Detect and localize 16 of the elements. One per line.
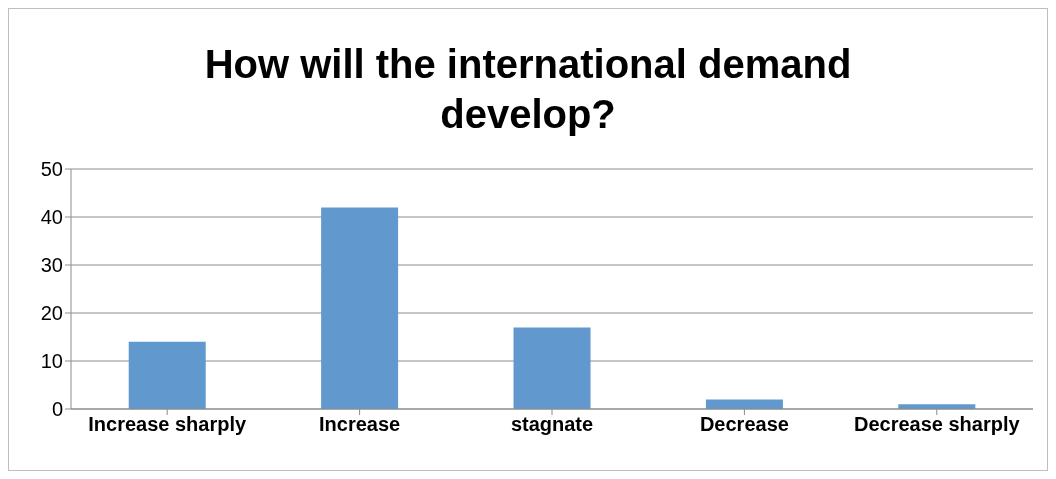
x-tick-label: Increase: [319, 413, 401, 436]
bar: [705, 399, 783, 409]
y-tick-label: 20: [40, 302, 63, 325]
x-tick-label: Decrease sharply: [853, 413, 1021, 436]
bar: [513, 327, 591, 409]
chart-title: How will the international demand develop?: [203, 41, 853, 138]
y-tick-label: 40: [40, 206, 63, 229]
y-tick-label: 50: [40, 158, 63, 181]
x-tick-label: Increase sharply: [88, 413, 248, 436]
y-tick-label: 0: [51, 398, 63, 421]
bar: [321, 207, 399, 409]
x-tick-label: stagnate: [510, 413, 594, 436]
bar: [128, 341, 206, 409]
y-tick-label: 10: [40, 350, 63, 373]
x-tick-label: Decrease: [699, 413, 789, 436]
y-tick-label: 30: [40, 254, 63, 277]
